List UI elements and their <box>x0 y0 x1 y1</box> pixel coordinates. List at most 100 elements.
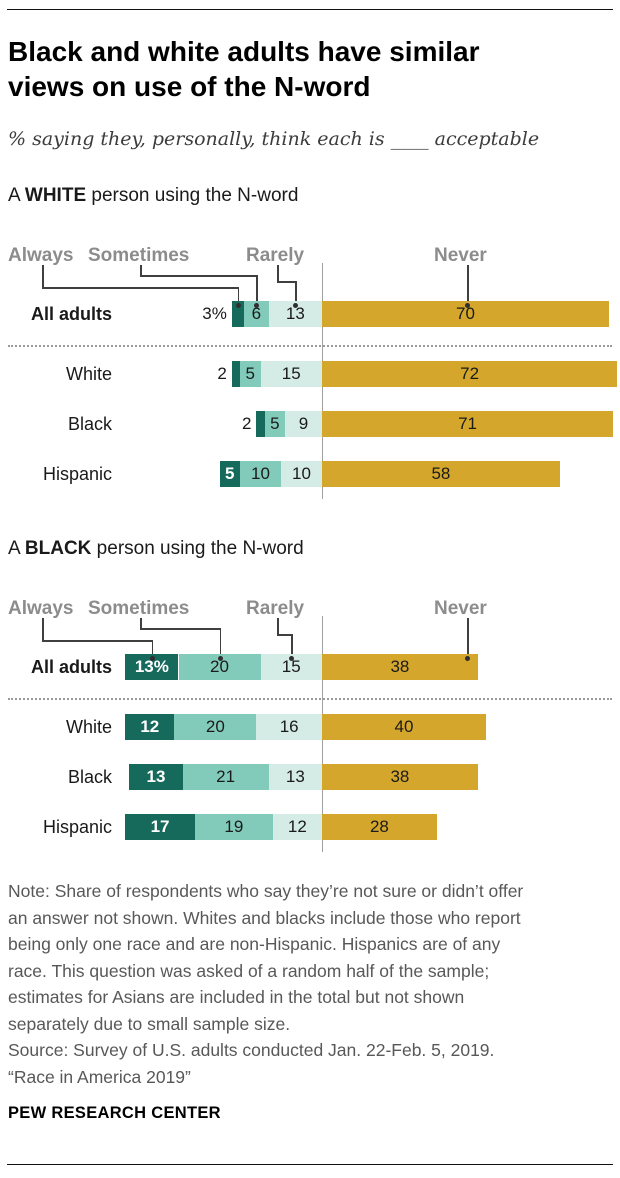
note-line: estimates for Asians are included in the… <box>8 987 465 1007</box>
bar-segment-never <box>322 461 560 487</box>
bar-segment-rarely <box>256 714 322 740</box>
chart-title-suffix: person using the N-word <box>91 538 304 559</box>
connector-line <box>219 628 221 654</box>
legend-never: Never <box>434 598 487 619</box>
note-text: Note: Share of respondents who say they’… <box>8 878 523 1090</box>
callout-dot <box>254 303 260 308</box>
bar-segment-always <box>129 764 183 790</box>
chart-title-suffix: person using the N-word <box>86 185 299 206</box>
note-line: an answer not shown. Whites and blacks i… <box>8 907 521 928</box>
value-label: 9 <box>298 414 309 433</box>
value-label: 13% <box>134 657 169 676</box>
value-label: 21 <box>216 767 236 786</box>
value-label: 28 <box>369 817 389 836</box>
page-title-line: Black and white adults have similar <box>8 36 480 67</box>
value-label: 13 <box>146 767 166 786</box>
bar-segment-always <box>231 361 240 387</box>
value-label: 13 <box>285 304 305 323</box>
value-label: 5 <box>225 464 235 483</box>
legend-never: Never <box>434 245 487 266</box>
value-label: 15 <box>281 657 301 676</box>
connector-line <box>256 275 258 301</box>
value-label: 12 <box>140 717 160 736</box>
chart-section-black: A BLACK person using the N-word Always So… <box>0 538 620 868</box>
value-label: 10 <box>292 464 311 483</box>
legend-sometimes: Sometimes <box>88 245 190 266</box>
bar-segment-rarely <box>260 361 322 387</box>
row-label: Hispanic <box>42 817 112 837</box>
bar-segment-sometimes <box>194 814 273 840</box>
connector-line <box>295 281 297 301</box>
row-label: White <box>65 717 112 737</box>
dotted-separator <box>8 698 612 700</box>
bar-segment-always <box>256 411 265 437</box>
connector-line <box>277 265 279 281</box>
legend-sometimes: Sometimes <box>88 598 190 619</box>
connector-line <box>140 628 221 630</box>
bar-segment-rarely <box>281 461 322 487</box>
connector-line <box>237 287 240 301</box>
value-label: 71 <box>458 414 477 433</box>
value-label: 20 <box>210 657 229 676</box>
value-label: 2 <box>217 364 227 383</box>
note-line: being only one race and are non-Hispanic… <box>8 934 501 954</box>
callout-dot <box>149 656 155 661</box>
value-label: 72 <box>460 364 480 383</box>
callout-dot <box>217 656 223 661</box>
bar-segment-never <box>322 361 618 387</box>
bar-segment-never <box>322 654 478 680</box>
value-label: 13 <box>285 767 305 786</box>
legend-always: Always <box>8 245 74 266</box>
value-label: 5 <box>245 364 255 383</box>
bar-segment-never <box>322 764 478 790</box>
value-label: 15 <box>281 364 301 383</box>
dotted-separator <box>8 345 612 347</box>
value-label: 3% <box>202 304 227 323</box>
value-label: 19 <box>224 817 244 836</box>
row-label: Black <box>67 414 112 434</box>
value-label: 10 <box>251 464 270 483</box>
row-label: All adults <box>30 304 112 324</box>
connector-line <box>467 618 469 654</box>
source-line: “Race in America 2019” <box>8 1066 191 1087</box>
value-label: 2 <box>241 414 252 433</box>
chart-section-white: A WHITE person using the N-word Always So… <box>0 185 620 515</box>
bar-segment-always <box>231 301 245 327</box>
bar-segment-always <box>219 461 240 487</box>
subtitle: % saying they, personally, think each is… <box>8 128 540 150</box>
top-rule <box>7 9 613 10</box>
chart-title-emphasis: BLACK <box>24 538 92 559</box>
chart-title-prefix: A <box>8 538 25 559</box>
connector-line <box>140 618 142 628</box>
value-label: 17 <box>150 817 170 836</box>
page-title-line: views on use of the N-word <box>8 71 371 102</box>
bottom-rule <box>7 1164 613 1165</box>
value-label: 38 <box>390 767 410 786</box>
value-label: 16 <box>279 717 299 736</box>
note-line: separately due to small sample size. <box>8 1013 291 1034</box>
note-line: Note: Share of respondents who say they’… <box>8 881 524 901</box>
callout-dot <box>465 656 470 661</box>
bar-segment-always <box>125 714 175 740</box>
value-label: 20 <box>205 717 225 736</box>
connector-line <box>42 640 154 642</box>
value-label: 40 <box>394 717 414 736</box>
bar-segment-always <box>125 814 195 840</box>
row-label: White <box>65 364 112 384</box>
row-label: Black <box>67 767 112 787</box>
bar-segment-never <box>322 411 614 437</box>
connector-line <box>42 287 240 289</box>
note-line: race. This question was asked of a rando… <box>8 960 490 981</box>
chart-title-emphasis: WHITE <box>24 185 87 206</box>
value-label: 70 <box>456 304 475 323</box>
callout-dot <box>289 656 295 661</box>
source-line: Source: Survey of U.S. adults conducted … <box>8 1040 495 1060</box>
callout-dot <box>465 303 470 308</box>
connector-line <box>291 634 293 654</box>
value-label: 12 <box>287 817 307 836</box>
value-label: 5 <box>270 414 280 433</box>
callout-dot <box>293 303 299 308</box>
value-label: 58 <box>431 464 451 483</box>
connector-line <box>42 618 44 640</box>
